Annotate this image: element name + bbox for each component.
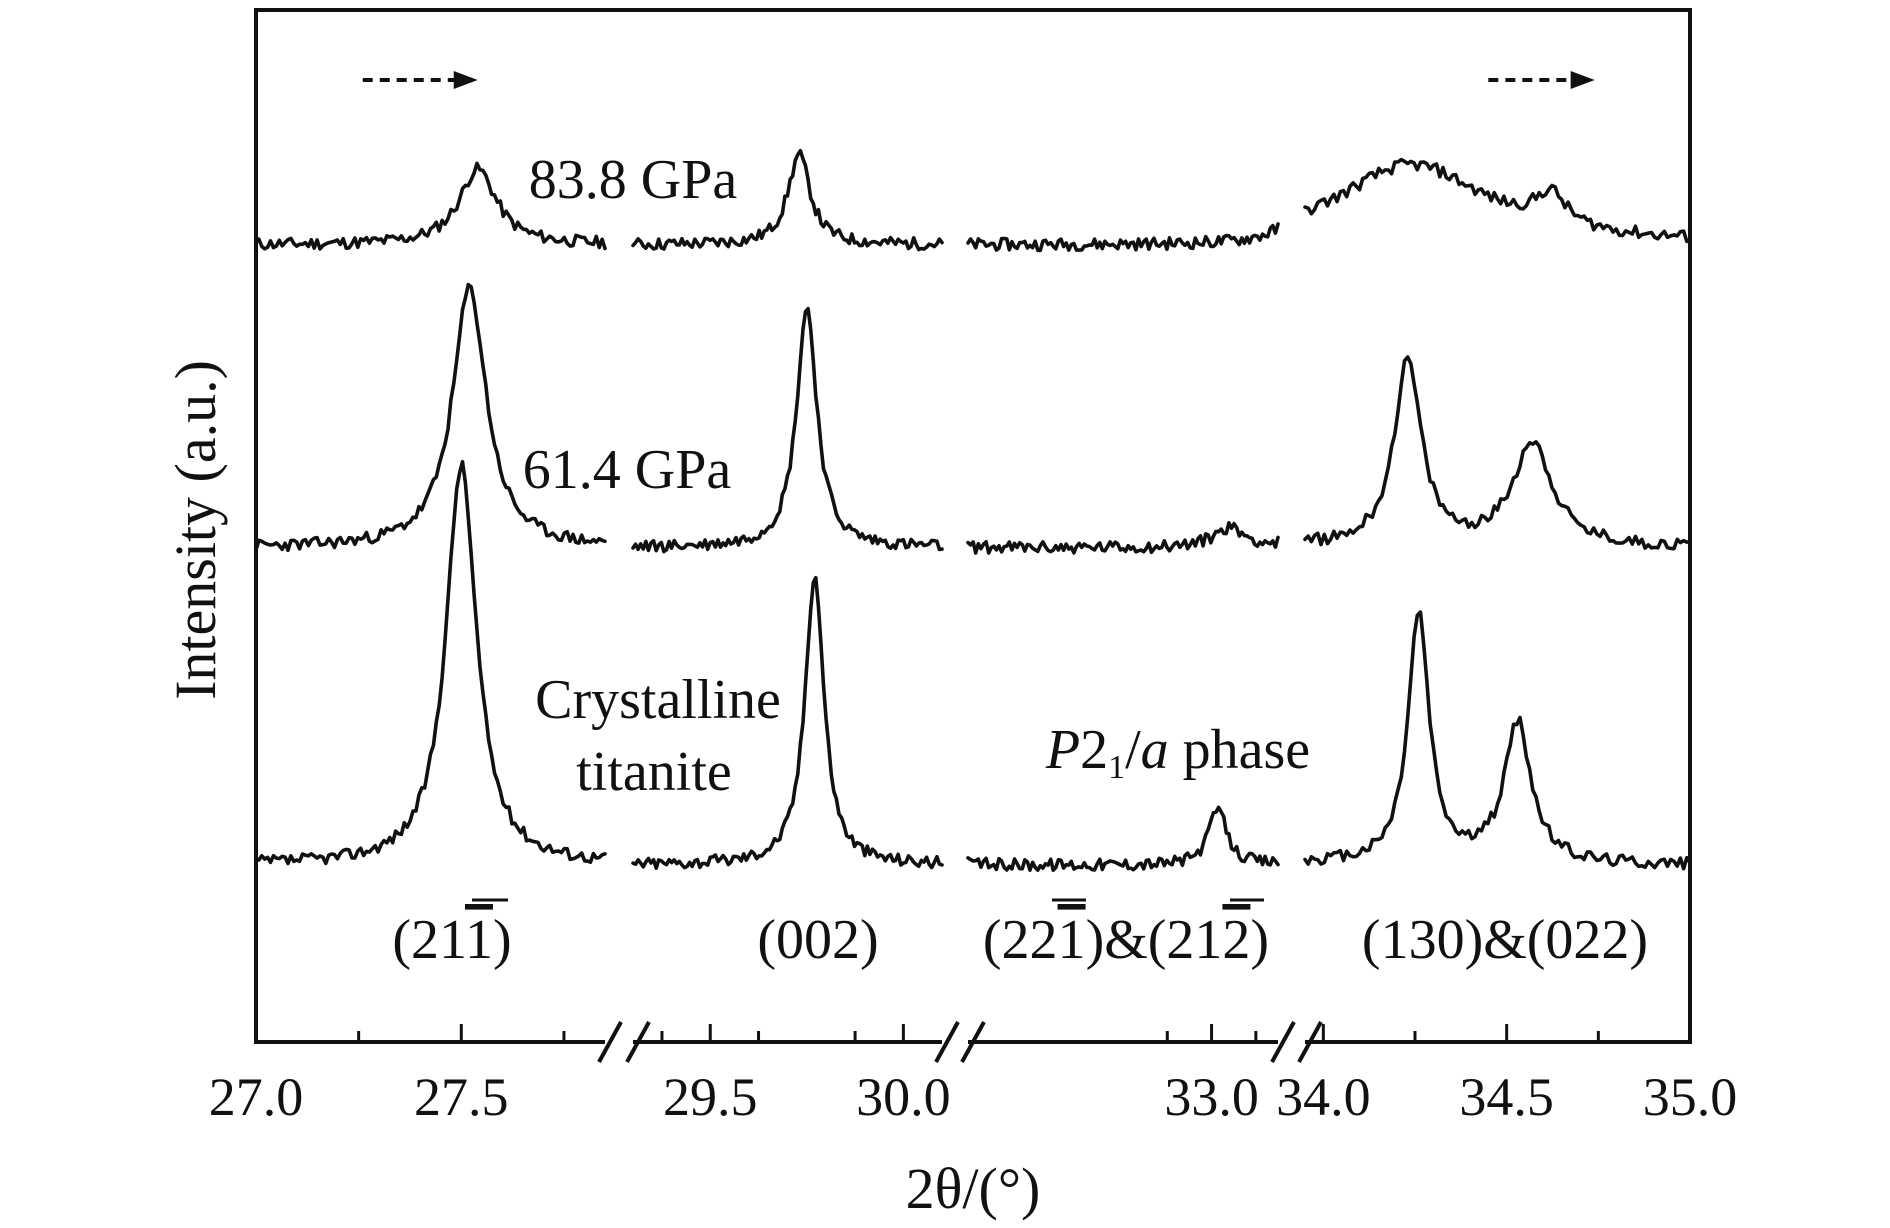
trace-1-segment-4 — [1303, 157, 1692, 244]
x-axis-title: 2θ/(°) — [906, 1156, 1041, 1221]
axis-break-mark — [1297, 1021, 1323, 1063]
axis-breaks — [597, 1021, 1323, 1063]
trace-1-segment-1 — [254, 161, 607, 251]
peak-label-221bar-212bar: (221)&(212) — [983, 909, 1269, 971]
trace-2-segment-2 — [631, 306, 944, 554]
x-tick-label: 35.0 — [1643, 1067, 1738, 1127]
trace-3-segment-1 — [254, 459, 607, 866]
shift-arrow-head-2 — [1570, 71, 1595, 89]
trace-1-segment-2 — [631, 148, 944, 252]
traces — [254, 148, 1692, 872]
x-tick-labels: 27.0 27.5 29.5 30.0 33.0 34.0 34.5 35.0 — [209, 1067, 1738, 1127]
shift-arrow-head-1 — [453, 71, 478, 89]
axis-break-mark — [597, 1021, 623, 1063]
trace-3-segment-4 — [1303, 610, 1692, 871]
trace-2-segment-1 — [254, 282, 607, 553]
x-tick-label: 34.5 — [1459, 1067, 1554, 1127]
trace-3-segment-3 — [966, 805, 1280, 872]
shift-arrows — [362, 71, 1595, 89]
peak-label-211bar: (211) — [392, 909, 511, 971]
x-ticks — [254, 1024, 1692, 1042]
axis-break-mark — [960, 1021, 986, 1063]
x-tick-label: 30.0 — [856, 1067, 951, 1127]
axis-break-mark — [1270, 1021, 1296, 1063]
x-tick-label: 27.0 — [209, 1067, 304, 1127]
peak-label-130-022: (130)&(022) — [1362, 909, 1648, 971]
trace-2-segment-4 — [1303, 355, 1692, 551]
x-tick-label: 29.5 — [663, 1067, 758, 1127]
axis-break-mark — [625, 1021, 651, 1063]
series-label-crystalline: Crystalline — [535, 669, 781, 731]
peak-label-002: (002) — [757, 909, 878, 971]
axis-break-mark — [934, 1021, 960, 1063]
series-label-83-8: 83.8 GPa — [529, 149, 738, 211]
series-label-61-4: 61.4 GPa — [523, 439, 732, 501]
y-axis-title: Intensity (a.u.) — [163, 360, 228, 700]
x-tick-label: 34.0 — [1276, 1067, 1371, 1127]
series-label-titanite: titanite — [576, 741, 732, 803]
peak-labels: (211) (002) (221)&(212) (130)&(022) — [392, 909, 1648, 971]
phase-label: P21/a phase — [1045, 719, 1310, 786]
trace-3-segment-2 — [631, 575, 944, 870]
x-tick-label: 33.0 — [1164, 1067, 1259, 1127]
x-tick-label: 27.5 — [414, 1067, 509, 1127]
trace-2-segment-3 — [966, 521, 1280, 555]
trace-1-segment-3 — [966, 222, 1280, 253]
